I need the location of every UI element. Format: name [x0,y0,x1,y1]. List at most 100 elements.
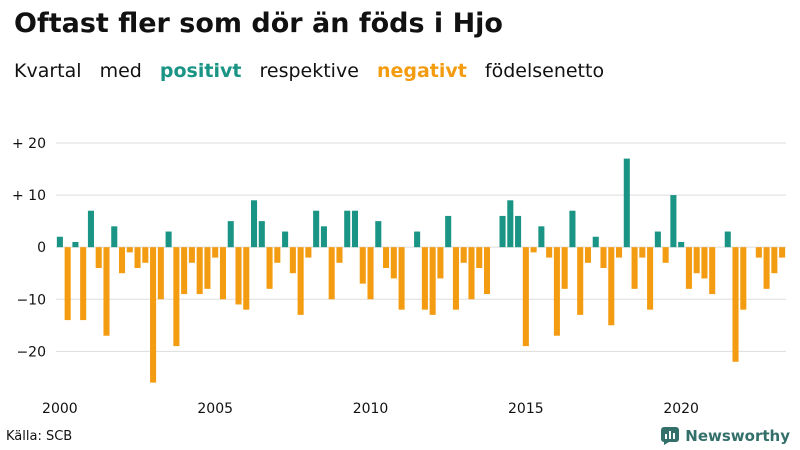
bar-negative [421,247,428,310]
bar-positive [344,210,351,248]
bar-negative [297,247,304,315]
bar-negative [709,247,716,295]
brand-logo: Newsworthy [661,427,790,445]
bar-negative [553,247,560,336]
bar-negative [577,247,584,315]
bar-negative [336,247,343,263]
bar-negative [383,247,390,268]
chart-title: Oftast fler som dör än föds i Hjo [14,8,503,39]
subtitle-word-med: med [99,60,142,82]
bar-negative [693,247,700,274]
bar-negative [437,247,444,279]
bar-negative [429,247,436,315]
bar-negative [452,247,459,310]
bar-positive [258,221,265,248]
bar-negative [118,247,126,274]
bar-positive [227,221,234,248]
bar-negative [289,247,296,274]
bar-negative [243,247,250,310]
bar-negative [274,247,281,263]
bar-negative [755,247,762,258]
bar-negative [266,247,273,289]
bar-negative [740,247,747,310]
bar-positive [538,226,545,248]
bar-positive [351,210,359,248]
bar-negative [530,247,537,253]
bar-negative [212,247,219,258]
bar-positive [375,221,382,248]
bar-positive [670,195,677,248]
y-tick-label: −20 [16,344,46,360]
bar-positive [507,200,514,248]
bar-negative [235,247,242,305]
bar-negative [126,247,133,253]
bar-positive [313,210,320,248]
newsworthy-logo-icon [661,427,680,445]
bar-negative [95,247,102,268]
bars [56,158,786,383]
bar-positive [282,231,289,248]
bar-positive [165,231,172,248]
bar-negative [639,247,646,258]
bar-positive [515,215,522,248]
subtitle-word-kvartal: Kvartal [14,60,82,82]
y-tick-label: 0 [37,240,46,256]
bar-negative [763,247,770,289]
bar-negative [181,247,188,295]
bar-negative [173,247,180,347]
bar-negative [701,247,708,279]
bar-positive [251,200,258,248]
bar-negative [561,247,568,289]
bar-negative [196,247,203,295]
subtitle-word-respektive: respektive [259,60,359,82]
bar-positive [56,236,63,248]
bar-positive [654,231,661,248]
x-tick-label: 2000 [42,401,78,417]
bar-positive [320,226,327,248]
bar-negative [608,247,615,326]
bar-negative [305,247,312,258]
bar-negative [367,247,374,300]
bar-negative [476,247,483,268]
bar-negative [142,247,149,263]
bar-negative [150,247,157,383]
bar-negative [188,247,195,263]
bar-negative [584,247,591,263]
bar-positive [569,210,576,248]
gridlines [56,142,786,352]
bar-negative [328,247,335,300]
bar-negative [546,247,553,258]
bar-negative [600,247,607,268]
bar-negative [483,247,491,295]
bar-positive [623,158,630,248]
bar-negative [398,247,405,310]
bar-positive [72,241,79,248]
x-axis-tick-labels: 2000 2005 2010 2015 2020 [42,401,699,417]
x-tick-label: 2010 [353,401,389,417]
bar-negative [631,247,638,289]
bar-negative [204,247,211,289]
bar-negative [219,247,226,300]
y-axis-tick-labels: + 20 + 10 0 −10 −20 [12,136,46,360]
bar-negative [64,247,71,321]
bar-positive [592,236,599,248]
bar-positive [678,241,685,248]
bar-negative [647,247,654,310]
x-tick-label: 2005 [197,401,233,417]
y-tick-label: + 20 [12,136,46,152]
bar-negative [522,247,529,347]
bar-negative [779,247,786,258]
bar-negative [616,247,623,258]
bar-negative [157,247,164,300]
bar-negative [134,247,141,268]
chart-subtitle: Kvartal med positivt respektive negativt… [14,60,616,82]
bar-negative [732,247,739,362]
bar-negative [685,247,692,289]
source-note: Källa: SCB [6,429,73,444]
bar-positive [499,215,506,248]
subtitle-negative-label: negativt [376,60,467,82]
bar-positive [445,215,452,248]
bar-negative [359,247,366,284]
bar-negative [460,247,467,263]
